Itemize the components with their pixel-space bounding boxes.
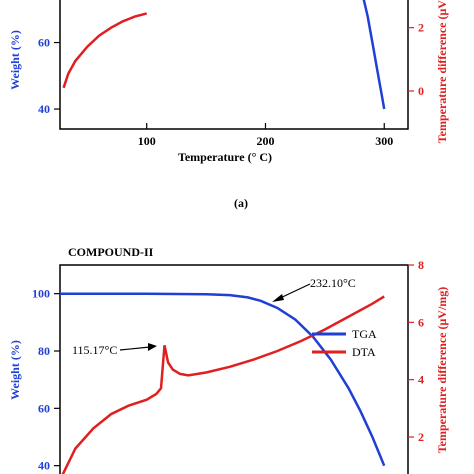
panel-a-ylabel-left: Weight (%) bbox=[8, 30, 22, 90]
panel-b-ytick-label-left-80: 80 bbox=[38, 344, 50, 358]
panel-a-ytick-label-left-40: 40 bbox=[38, 102, 50, 116]
panel-a-label: (a) bbox=[234, 196, 248, 210]
panel-a-plot-frame bbox=[59, 0, 409, 130]
panel-b-series-tga bbox=[60, 292, 386, 467]
panel-b-ytick-label-right-4: 4 bbox=[418, 373, 424, 387]
panel-b-ytick-label-left-40: 40 bbox=[38, 459, 50, 473]
panel-a-xtick-label-300: 300 bbox=[375, 134, 393, 148]
annotation-arrowhead-232 bbox=[272, 294, 284, 302]
panel-b-ytick-label-right-8: 8 bbox=[418, 258, 424, 272]
panel-a-ylabel-right: Temperature difference (μV/mg) bbox=[435, 0, 449, 143]
panel-b-ylabel-left: Weight (%) bbox=[8, 340, 22, 400]
annotation-arrow-115 bbox=[119, 346, 151, 351]
panel-b-plot-frame bbox=[59, 264, 409, 474]
panel-a-content: 40 60 0 2 100 200 300 bbox=[38, 0, 424, 148]
annotation-115: 115.17°C bbox=[72, 343, 117, 357]
panel-b-ytick-label-left-60: 60 bbox=[38, 401, 50, 415]
annotation-232: 232.10°C bbox=[310, 276, 356, 290]
panel-b-content: 40 60 80 100 2 4 6 8 bbox=[32, 258, 424, 474]
panel-b-ytick-label-left-100: 100 bbox=[32, 287, 50, 301]
panel-a-ytick-label-right-2: 2 bbox=[418, 21, 424, 35]
panel-a-series-1 bbox=[62, 12, 148, 89]
panel-a-ytick-label-right-0: 0 bbox=[418, 84, 424, 98]
panel-b-title: COMPOUND-II bbox=[68, 245, 154, 259]
panel-b-ylabel-right: Temperature difference (μV/mg) bbox=[435, 287, 449, 454]
panel-a-xtick-label-200: 200 bbox=[256, 134, 274, 148]
panel-b-ytick-label-right-2: 2 bbox=[418, 430, 424, 444]
panel-a-ytick-label-left-60: 60 bbox=[38, 36, 50, 50]
panel-a-series-0 bbox=[362, 0, 386, 110]
annotation-arrowhead-115 bbox=[148, 343, 157, 351]
panel-a-xlabel: Temperature (° C) bbox=[178, 150, 272, 164]
legend-label-tga: TGA bbox=[352, 327, 377, 341]
legend-label-dta: DTA bbox=[352, 345, 376, 359]
panel-b-ytick-label-right-6: 6 bbox=[418, 315, 424, 329]
panel-b-series-dta bbox=[61, 295, 385, 474]
panel-a-xtick-label-100: 100 bbox=[138, 134, 156, 148]
